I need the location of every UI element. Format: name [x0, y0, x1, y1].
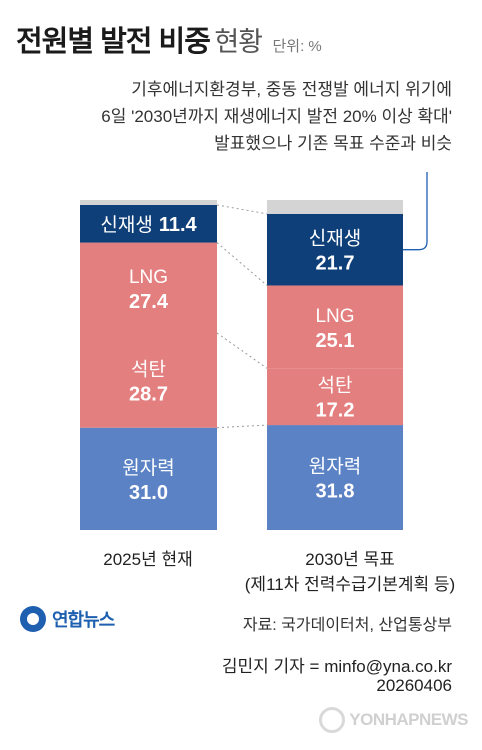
connector-line-3: [216, 242, 268, 286]
callout-line: [403, 172, 428, 251]
source-text: 자료: 국가데이터처, 산업통상부: [242, 617, 452, 634]
label-lng-name-0: LNG: [129, 267, 168, 288]
note-line-3: 발표했으나 기존 목표 수준과 비슷: [214, 134, 452, 153]
yonhap-logo-icon: [20, 606, 46, 632]
bar-lng-0: [80, 242, 217, 333]
title-main: 전원별 발전 비중: [16, 26, 211, 58]
label-renew-value-0: 11.4: [159, 214, 198, 236]
bar-coal-1: [267, 368, 403, 426]
label-renew-name-1: 신재생: [309, 228, 361, 250]
annotation-note: 기후에너지환경부, 중동 전쟁발 에너지 위기에 6일 '2030년까지 재생에…: [32, 76, 452, 157]
watermark-icon: [319, 707, 346, 733]
x-label-2030-note: (제11차 전력수급기본계획 등): [244, 575, 456, 594]
connector-line-1: [216, 424, 268, 429]
label-nuclear-value-0: 31.0: [129, 482, 168, 504]
bar-remainder-0: [80, 200, 217, 205]
author-text: 김민지 기자 = minfo@yna.co.kr: [221, 657, 452, 676]
label-nuclear-name-0: 원자력: [122, 457, 174, 479]
bar-renew-0: [80, 204, 217, 243]
yonhap-logo: 연합뉴스: [20, 606, 115, 632]
label-renew-name-0: 신재생: [100, 214, 152, 236]
label-lng-name-1: LNG: [315, 306, 354, 327]
note-line-2: 6일 '2030년까지 재생에너지 발전 20% 이상 확대': [101, 107, 452, 126]
connector-line-4: [216, 204, 268, 215]
bar-renew-1: [267, 213, 403, 286]
label-nuclear-name-1: 원자력: [309, 456, 361, 478]
label-coal-name-0: 석탄: [131, 358, 166, 380]
unit-label: 단위: %: [272, 38, 322, 55]
label-coal-value-1: 17.2: [316, 400, 355, 422]
label-nuclear-value-1: 31.8: [316, 481, 355, 503]
label-coal-value-0: 28.7: [129, 383, 168, 405]
chart-title: 전원별 발전 비중 현황 단위: %: [16, 18, 322, 60]
label-renew-0: 신재생 11.4: [100, 214, 197, 236]
note-line-1: 기후에너지환경부, 중동 전쟁발 에너지 위기에: [131, 80, 452, 99]
label-coal-name-1: 석탄: [318, 375, 353, 397]
watermark: YONHAPNEWS: [319, 707, 468, 733]
bar-lng-1: [267, 285, 403, 369]
watermark-text: YONHAPNEWS: [349, 710, 468, 729]
date-text: 20260406: [376, 676, 452, 695]
bar-remainder-1: [267, 200, 403, 214]
label-renew-value-1: 21.7: [316, 253, 355, 275]
bars-group: [80, 200, 403, 530]
x-label-2025: 2025년 현재: [103, 550, 193, 569]
segment-labels: 원자력 31.0 석탄 28.7 LNG 27.4 신재생 11.4 원자력 31.8 석탄 17.2…: [100, 214, 361, 504]
x-label-2030: 2030년 목표: [305, 550, 395, 569]
connector-line-2: [216, 332, 268, 369]
bar-coal-0: [80, 332, 217, 428]
logo-text: 연합뉴스: [52, 610, 115, 630]
label-lng-value-0: 27.4: [129, 291, 169, 313]
connector-lines: [216, 204, 268, 429]
bar-nuclear-1: [267, 425, 403, 530]
title-sub: 현황: [214, 27, 263, 57]
bar-nuclear-0: [80, 427, 217, 530]
label-lng-value-1: 25.1: [316, 330, 355, 352]
